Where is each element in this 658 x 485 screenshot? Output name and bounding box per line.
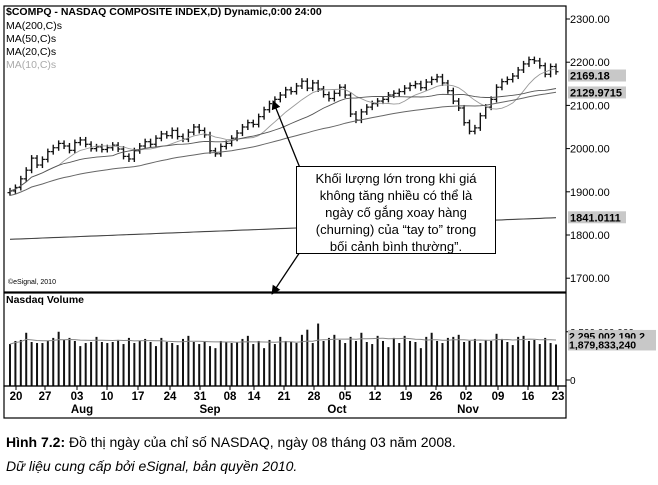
figure-caption-label: Hình 7.2: [6,434,66,450]
figure-caption-text: Đồ thị ngày của chỉ số NASDAQ, ngày 08 t… [69,434,456,450]
x-axis-tick-label: 12 [369,391,382,403]
price-legend-item: MA(10,C)s [6,59,56,71]
price-y-tick-label: 1700.00 [570,273,610,285]
x-axis-tick-label: 09 [492,391,505,403]
price-legend-item: MA(200,C)s [6,20,62,32]
x-axis-tick-label: 19 [400,391,413,403]
x-axis-tick-label: 03 [71,391,84,403]
price-value-tag-label: 2129.9715 [570,87,622,99]
figure-source: Dữ liệu cung cấp bởi eSignal, bản quyền … [6,458,298,474]
price-chart-title: $COMPQ - NASDAQ COMPOSITE INDEX,D) Dynam… [6,6,322,18]
x-axis-tick-label: 26 [430,391,443,403]
volume-chart-title: Nasdaq Volume [6,294,84,306]
figure-caption: Hình 7.2: Đồ thị ngày của chỉ số NASDAQ,… [6,433,652,451]
annotation-arrows [271,100,301,295]
volume-value-tag-label: 1,879,833,240 [569,339,636,351]
price-value-tag-bg [568,86,626,99]
x-axis-frame [3,385,567,419]
x-axis-month-label: Sep [199,404,220,416]
x-axis-month-label: Nov [457,404,479,416]
x-axis-tick-label: 21 [278,391,291,403]
price-y-tick-label: 2300.00 [570,14,610,26]
annotation-callout: Khối lượng lớn trong khi giá không tăng … [296,166,496,254]
volume-value-tag-bg [568,338,656,351]
x-axis-tick-label: 05 [339,391,352,403]
x-axis-tick-label: 08 [224,391,237,403]
x-axis-tick-label: 27 [39,391,52,403]
x-axis-tick-label: 16 [522,391,535,403]
volume-y-tick-label: 0 [570,376,576,387]
price-y-tick-label: 1900.00 [570,187,610,199]
x-axis-tick-label: 28 [308,391,321,403]
price-y-tick-label: 2200.00 [570,57,610,69]
price-y-tick-label: 2100.00 [570,100,610,112]
x-axis: 20 27 03 10 17 24 31 08 14 21 28 05 12 19 26 02 09 16 23 Au… [3,385,567,419]
x-axis-tick-label: 10 [101,391,114,403]
volume-average-line [9,337,557,345]
x-axis-tick-label: 20 [10,391,23,403]
x-axis-tick-label: 14 [248,391,261,403]
price-y-tick-label: 2000.00 [570,144,610,156]
x-axis-tick-label: 17 [132,391,145,403]
price-value-tag-label: 2169.18 [570,71,610,83]
x-axis-tick-label: 23 [552,391,565,403]
price-panel: 2300.00 2200.00 2100.00 2000.00 1900.00 1800.… [3,5,626,293]
price-value-tag-bg [568,69,626,82]
ma-50-line [9,91,557,196]
x-axis-month-label: Oct [327,404,346,416]
arrow-to-price [271,100,301,169]
x-axis-tick-label: 24 [164,391,177,403]
x-axis-tick-label: 31 [194,391,207,403]
esignal-watermark: ©eSignal, 2010 [8,278,56,286]
price-y-tick-label: 1800.00 [570,230,610,242]
x-axis-tick-label: 02 [460,391,473,403]
arrow-to-volume [271,251,301,295]
price-value-tag-label: 1841.0111 [570,212,621,224]
price-legend-item: MA(20,C)s [6,46,56,58]
ma-10-line [9,68,557,192]
price-value-tag-bg [568,211,626,224]
price-legend-item: MA(50,C)s [6,33,56,45]
x-axis-month-label: Aug [71,404,93,416]
